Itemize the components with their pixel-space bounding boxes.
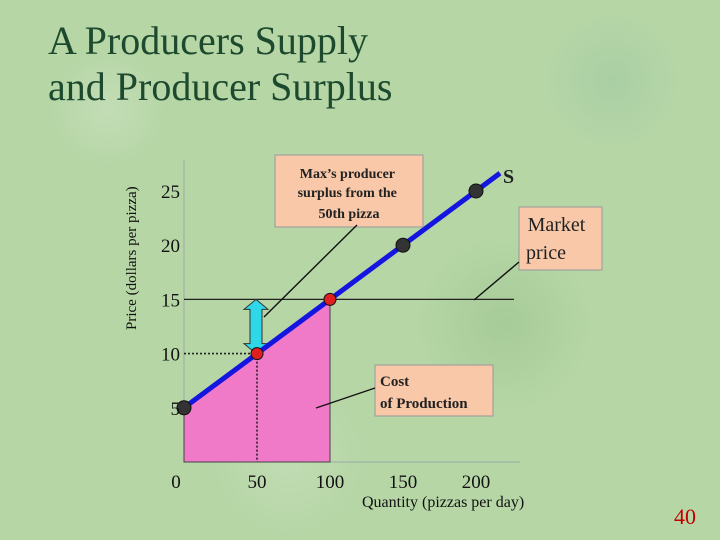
y-axis-label: Price (dollars per pizza) bbox=[124, 186, 140, 330]
cost-callout-line-2: of Production bbox=[380, 396, 468, 412]
market-price-callout-line-1: Market bbox=[528, 214, 586, 236]
supply-curve-line bbox=[182, 171, 502, 410]
surplus-callout-line-3: 50th pizza bbox=[318, 207, 379, 222]
surplus-callout-pointer bbox=[263, 224, 358, 318]
slide-title: A Producers Supply and Producer Surplus bbox=[48, 18, 468, 110]
x-tick-label-150: 150 bbox=[389, 472, 418, 493]
supply-point-0 bbox=[176, 400, 192, 416]
cost-callout-box bbox=[374, 364, 494, 417]
supply-point-3 bbox=[395, 237, 411, 253]
surplus-callout-box bbox=[274, 154, 424, 228]
surplus-callout-text: Max’s producer surplus from the 50th piz… bbox=[298, 167, 401, 222]
cost-callout-text: Cost of Production bbox=[380, 374, 468, 412]
x-tick-label-200: 200 bbox=[462, 472, 491, 493]
y-tick-label-5: 5 bbox=[171, 399, 181, 420]
supply-point-1 bbox=[250, 347, 264, 361]
x-axis-label: Quantity (pizzas per day) bbox=[362, 494, 524, 511]
surplus-callout-line-2: surplus from the bbox=[298, 186, 397, 201]
cost-callout-pointer bbox=[315, 387, 376, 409]
supply-series-label: S bbox=[503, 166, 514, 188]
market-price-callout-pointer bbox=[473, 261, 520, 301]
surplus-callout-line-1: Max’s producer bbox=[300, 167, 395, 182]
y-tick-label-25: 25 bbox=[161, 182, 180, 203]
y-tick-label-15: 15 bbox=[161, 290, 180, 311]
x-tick-label-100: 100 bbox=[316, 472, 345, 493]
x-tick-label-50: 50 bbox=[248, 472, 267, 493]
market-price-callout-text: Market price bbox=[526, 214, 590, 264]
x-tick-label-0: 0 bbox=[171, 472, 181, 493]
cost-callout: Cost of Production bbox=[374, 364, 494, 417]
y-tick-label-20: 20 bbox=[161, 236, 180, 257]
y-tick-label-10: 10 bbox=[161, 345, 180, 366]
title-line-2: and Producer Surplus bbox=[48, 64, 393, 109]
supply-point-2 bbox=[323, 292, 337, 306]
cost-callout-line-1: Cost bbox=[380, 374, 409, 390]
market-price-callout-box bbox=[518, 206, 603, 271]
title-line-1: A Producers Supply bbox=[48, 18, 368, 63]
page-number: 40 bbox=[674, 504, 696, 529]
surplus-callout: Max’s producer surplus from the 50th piz… bbox=[274, 154, 424, 228]
market-price-callout-line-2: price bbox=[526, 242, 566, 264]
market-price-callout: Market price bbox=[518, 206, 603, 271]
supply-point-4 bbox=[468, 183, 484, 199]
